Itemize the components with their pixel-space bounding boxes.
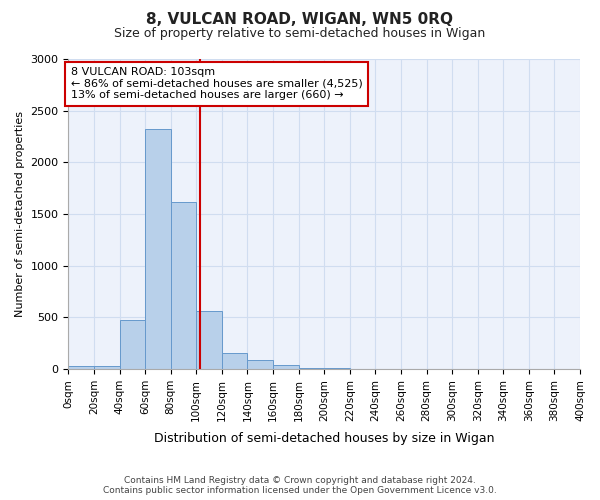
Bar: [324, 368, 350, 369]
Bar: [119, 320, 145, 369]
Bar: [196, 312, 222, 369]
Bar: [273, 365, 299, 369]
Text: Size of property relative to semi-detached houses in Wigan: Size of property relative to semi-detach…: [115, 28, 485, 40]
Bar: [145, 130, 171, 369]
Bar: [247, 360, 273, 369]
Text: Contains HM Land Registry data © Crown copyright and database right 2024.
Contai: Contains HM Land Registry data © Crown c…: [103, 476, 497, 495]
Y-axis label: Number of semi-detached properties: Number of semi-detached properties: [15, 111, 25, 317]
Bar: [350, 368, 376, 369]
Text: 8, VULCAN ROAD, WIGAN, WN5 0RQ: 8, VULCAN ROAD, WIGAN, WN5 0RQ: [146, 12, 454, 28]
Bar: [222, 353, 247, 369]
X-axis label: Distribution of semi-detached houses by size in Wigan: Distribution of semi-detached houses by …: [154, 432, 494, 445]
Bar: [68, 366, 94, 369]
Bar: [299, 368, 324, 369]
Bar: [94, 366, 119, 369]
Text: 8 VULCAN ROAD: 103sqm
← 86% of semi-detached houses are smaller (4,525)
13% of s: 8 VULCAN ROAD: 103sqm ← 86% of semi-deta…: [71, 68, 363, 100]
Bar: [171, 202, 196, 369]
